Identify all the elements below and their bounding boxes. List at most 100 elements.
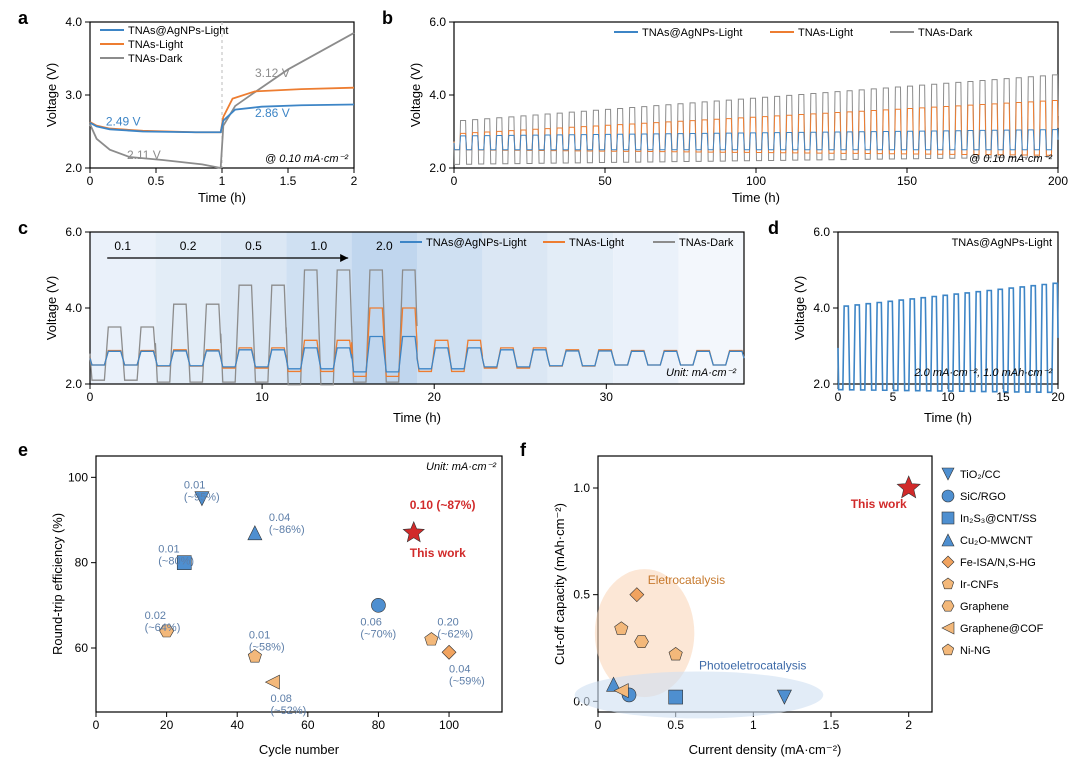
svg-text:(~86%): (~86%) [269,524,305,536]
svg-text:Cycle number: Cycle number [259,742,340,757]
svg-text:2.0: 2.0 [65,377,82,391]
svg-text:Time (h): Time (h) [924,410,972,425]
svg-text:4.0: 4.0 [65,15,82,29]
svg-text:(~58%): (~58%) [249,642,285,654]
svg-text:2.0: 2.0 [813,377,830,391]
svg-text:2: 2 [905,718,912,732]
svg-text:1: 1 [219,174,226,188]
svg-text:0: 0 [595,718,602,732]
svg-text:0.5: 0.5 [667,718,684,732]
svg-text:0.5: 0.5 [245,239,262,253]
svg-text:0.02: 0.02 [145,610,166,622]
panel-b: 0501001502002.04.06.0Time (h)Voltage (V)… [404,14,1064,204]
svg-text:0: 0 [451,174,458,188]
svg-text:(~64%): (~64%) [145,622,181,634]
svg-text:@ 0.10 mA·cm⁻²: @ 0.10 mA·cm⁻² [969,153,1052,165]
svg-text:(~59%): (~59%) [449,675,485,687]
svg-text:TNAs@AgNPs-Light: TNAs@AgNPs-Light [426,237,526,249]
svg-text:100: 100 [746,174,766,188]
svg-text:Current density (mA·cm⁻²): Current density (mA·cm⁻²) [689,742,842,757]
svg-text:(~80%): (~80%) [158,556,194,568]
svg-text:2: 2 [351,174,358,188]
svg-text:Time (h): Time (h) [393,410,441,425]
svg-text:(~52%): (~52%) [271,705,307,717]
svg-text:Cut-off capacity (mAh·cm⁻²): Cut-off capacity (mAh·cm⁻²) [552,503,567,665]
svg-text:80: 80 [75,556,89,570]
svg-text:80: 80 [372,718,386,732]
svg-text:100: 100 [68,470,88,484]
svg-text:Ir-CNFs: Ir-CNFs [960,579,999,591]
svg-text:1.0: 1.0 [573,481,590,495]
svg-text:0.5: 0.5 [148,174,165,188]
svg-text:0.01: 0.01 [184,480,205,492]
svg-text:0.06: 0.06 [360,616,381,628]
svg-text:Time (h): Time (h) [198,190,246,205]
svg-text:0.04: 0.04 [449,663,470,675]
svg-text:10: 10 [255,390,269,404]
svg-text:Fe-ISA/N,S-HG: Fe-ISA/N,S-HG [960,557,1036,569]
svg-text:Ni-NG: Ni-NG [960,645,991,657]
panel-d: 051015202.04.06.0Time (h)Voltage (V)TNAs… [790,224,1064,424]
panel-label-a: a [18,8,28,29]
svg-text:1.5: 1.5 [823,718,840,732]
svg-text:2.0: 2.0 [429,161,446,175]
panel-label-d: d [768,218,779,239]
svg-text:100: 100 [439,718,459,732]
svg-text:1: 1 [750,718,757,732]
svg-text:Unit: mA·cm⁻²: Unit: mA·cm⁻² [426,461,496,473]
svg-text:Eletrocatalysis: Eletrocatalysis [648,573,725,587]
svg-text:4.0: 4.0 [65,301,82,315]
svg-text:0.1: 0.1 [114,239,131,253]
svg-text:2.0: 2.0 [376,239,393,253]
svg-text:TNAs-Light: TNAs-Light [798,27,853,39]
svg-text:50: 50 [598,174,612,188]
panel-label-b: b [382,8,393,29]
svg-text:Voltage (V): Voltage (V) [408,63,423,127]
svg-text:30: 30 [600,390,614,404]
panel-label-f: f [520,440,526,461]
svg-text:TNAs-Dark: TNAs-Dark [128,53,183,65]
svg-text:0.2: 0.2 [180,239,197,253]
panel-e: 0204060801006080100Cycle numberRound-tri… [40,446,510,756]
svg-text:TNAs@AgNPs-Light: TNAs@AgNPs-Light [642,27,742,39]
svg-text:Cu₂O-MWCNT: Cu₂O-MWCNT [960,535,1033,547]
svg-text:0.01: 0.01 [249,630,270,642]
chart-e: 0204060801006080100Cycle numberRound-tri… [40,446,510,756]
svg-text:6.0: 6.0 [429,15,446,29]
svg-text:2.0: 2.0 [65,161,82,175]
chart-a: 0 0.5 1 1.5 2 2.0 3.0 4.0 Time (h) Voltage (V) TNA… [40,14,360,204]
svg-text:0.20: 0.20 [437,616,458,628]
svg-text:40: 40 [231,718,245,732]
svg-text:Graphene@COF: Graphene@COF [960,623,1044,635]
svg-text:0: 0 [87,174,94,188]
svg-text:(~70%): (~70%) [360,628,396,640]
svg-text:0.10 (~87%): 0.10 (~87%) [410,498,476,512]
svg-text:0.04: 0.04 [269,512,290,524]
svg-text:4.0: 4.0 [429,88,446,102]
svg-text:3.0: 3.0 [65,88,82,102]
svg-text:Voltage (V): Voltage (V) [44,63,59,127]
svg-text:1.5: 1.5 [280,174,297,188]
svg-text:Photoeletrocatalysis: Photoeletrocatalysis [699,658,806,672]
svg-text:0.01: 0.01 [158,544,179,556]
svg-text:TNAs-Dark: TNAs-Dark [918,27,973,39]
svg-text:This work: This work [851,497,907,511]
chart-d: 051015202.04.06.0Time (h)Voltage (V)TNAs… [790,224,1064,424]
svg-text:60: 60 [75,641,89,655]
svg-text:In₂S₃@CNT/SS: In₂S₃@CNT/SS [960,513,1037,525]
chart-c: 01020302.04.06.0Time (h)Voltage (V)0.10.… [40,224,750,424]
svg-text:(~62%): (~62%) [437,628,473,640]
svg-text:60: 60 [301,718,315,732]
svg-text:@ 0.10 mA·cm⁻²: @ 0.10 mA·cm⁻² [265,153,348,165]
svg-text:6.0: 6.0 [813,225,830,239]
svg-text:0: 0 [835,390,842,404]
svg-text:4.0: 4.0 [813,301,830,315]
svg-text:0: 0 [87,390,94,404]
svg-text:Graphene: Graphene [960,601,1009,613]
svg-text:3.12 V: 3.12 V [255,66,290,80]
svg-text:0.08: 0.08 [271,693,292,705]
svg-text:20: 20 [1051,390,1065,404]
svg-text:200: 200 [1048,174,1068,188]
chart-b: 0501001502002.04.06.0Time (h)Voltage (V)… [404,14,1064,204]
svg-text:(~95%): (~95%) [184,492,220,504]
